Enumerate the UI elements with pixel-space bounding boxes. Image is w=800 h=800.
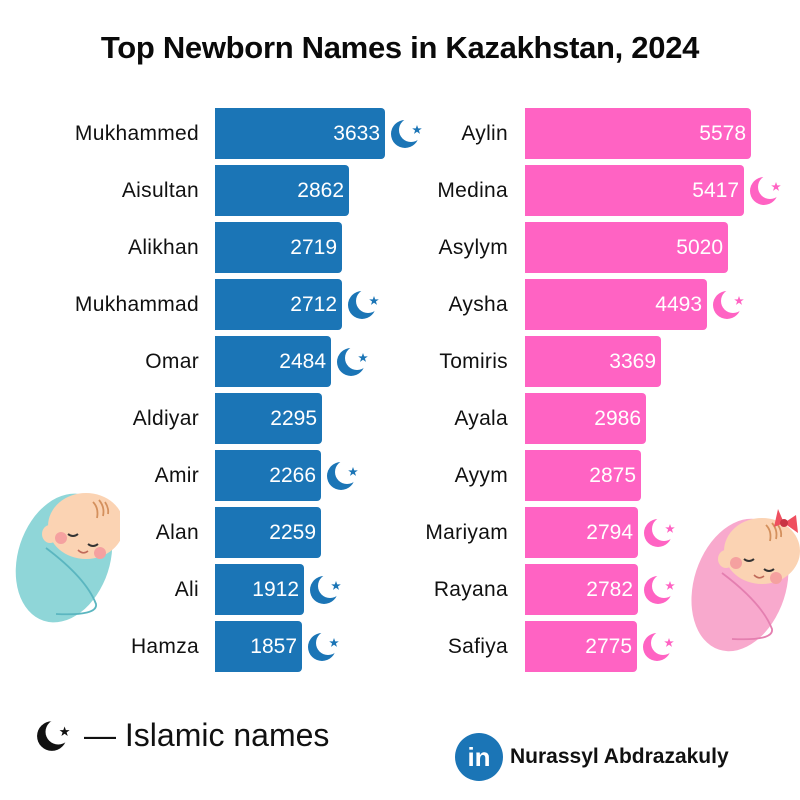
bar: 5020 [525, 222, 728, 273]
bar-row: Alikhan 2719 [0, 222, 400, 273]
bar-row: Mukhammed 3633 [0, 108, 423, 159]
baby-boy-illustration [15, 493, 120, 623]
bar-row: Amir 2266 [0, 450, 400, 501]
linkedin-icon[interactable]: in [455, 733, 503, 781]
name-label: Aysha [448, 293, 508, 316]
name-label: Aylin [461, 122, 508, 145]
author-name[interactable]: Nurassyl Abdrazakuly [510, 745, 729, 768]
name-label: Alan [155, 521, 199, 544]
name-label: Aldiyar [132, 407, 199, 430]
name-label: Rayana [433, 578, 508, 601]
crescent-star-icon [310, 574, 342, 604]
baby-girl-illustration [691, 509, 800, 652]
bar: 3369 [525, 336, 661, 387]
crescent-star-icon [644, 574, 676, 604]
bar-row: Tomiris 3369 [400, 336, 800, 387]
name-label: Mariyam [425, 521, 508, 544]
bar: 5417 [525, 165, 744, 216]
crescent-star-icon [750, 175, 782, 205]
name-label: Mukhammed [74, 122, 199, 145]
name-label: Safiya [447, 635, 508, 658]
bar-row: Mukhammad 2712 [0, 279, 400, 330]
crescent-star-icon [37, 719, 71, 751]
crescent-star-icon [308, 631, 340, 661]
name-label: Asylym [438, 236, 508, 259]
name-label: Mukhammad [74, 293, 199, 316]
bar-row: Asylym 5020 [400, 222, 800, 273]
author-credit: in Nurassyl Abdrazakuly [455, 733, 729, 781]
bar: 1857 [215, 621, 302, 672]
name-label: Omar [145, 350, 199, 373]
bar-row: Aysha 4493 [400, 279, 800, 330]
bar-row: Medina 5417 [400, 165, 800, 216]
bar: 5578 [525, 108, 751, 159]
crescent-star-icon [391, 118, 423, 148]
bar-row: Safiya 2775 [400, 621, 800, 672]
crescent-star-icon [644, 517, 676, 547]
bar: 2782 [525, 564, 638, 615]
crescent-star-icon [348, 289, 380, 319]
bar: 2862 [215, 165, 349, 216]
bar: 4493 [525, 279, 707, 330]
name-label: Hamza [130, 635, 199, 658]
name-label: Ayym [454, 464, 508, 487]
bar: 2986 [525, 393, 646, 444]
bar: 2875 [525, 450, 641, 501]
bar: 2775 [525, 621, 637, 672]
crescent-star-icon [337, 346, 369, 376]
bar-row: Ali 1912 [0, 564, 400, 615]
bar: 3633 [215, 108, 385, 159]
bar-row: Aylin 5578 [400, 108, 800, 159]
bar-row: Mariyam 2794 [400, 507, 800, 558]
bar: 2794 [525, 507, 638, 558]
bar: 2484 [215, 336, 331, 387]
bar: 2266 [215, 450, 321, 501]
bar-row: Hamza 1857 [0, 621, 400, 672]
crescent-star-icon [713, 289, 745, 319]
name-label: Tomiris [439, 350, 508, 373]
name-label: Ayala [454, 407, 508, 430]
bar: 1912 [215, 564, 304, 615]
bar-row: Aldiyar 2295 [0, 393, 400, 444]
bar: 2259 [215, 507, 321, 558]
bar-row: Aisultan 2862 [0, 165, 400, 216]
name-label: Aisultan [121, 179, 199, 202]
crescent-star-icon [327, 460, 359, 490]
bar: 2719 [215, 222, 342, 273]
name-label: Amir [154, 464, 199, 487]
legend-label: — Islamic names [84, 716, 330, 753]
bar-row: Ayym 2875 [400, 450, 800, 501]
bar: 2712 [215, 279, 342, 330]
bar: 2295 [215, 393, 322, 444]
bar-row: Alan 2259 [0, 507, 400, 558]
crescent-star-icon [643, 631, 675, 661]
name-label: Medina [437, 179, 508, 202]
bar-row: Rayana 2782 [400, 564, 800, 615]
bar-row: Omar 2484 [0, 336, 400, 387]
name-label: Alikhan [128, 236, 199, 259]
bar-row: Ayala 2986 [400, 393, 800, 444]
chart-title: Top Newborn Names in Kazakhstan, 2024 [100, 30, 700, 65]
name-label: Ali [174, 578, 199, 601]
legend: — Islamic names [36, 715, 329, 755]
